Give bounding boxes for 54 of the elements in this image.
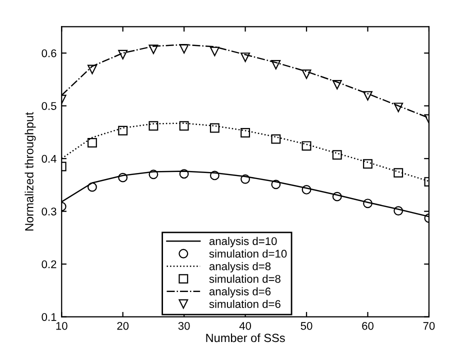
point <box>332 150 342 160</box>
point <box>148 121 158 131</box>
point <box>118 172 128 182</box>
legend-label: analysis d=6 <box>209 287 271 298</box>
point <box>88 138 97 148</box>
legend-label: analysis d=8 <box>209 262 271 272</box>
x-tick-label: 30 <box>178 322 190 330</box>
point <box>363 198 372 208</box>
point <box>240 128 250 138</box>
point <box>302 141 312 151</box>
point <box>210 170 220 180</box>
point <box>240 174 250 184</box>
y-tick-label: 0.4 <box>42 154 56 163</box>
point <box>332 80 342 90</box>
point <box>302 69 312 79</box>
point <box>88 64 97 74</box>
y-tick-label: 0.2 <box>42 260 56 268</box>
point <box>210 46 220 56</box>
x-axis-title: Number of SSs <box>206 333 285 342</box>
y-axis-title: Normalized throughput <box>24 112 36 231</box>
legend-label: simulation d=8 <box>209 274 280 283</box>
x-tick-label: 60 <box>362 322 374 330</box>
point <box>179 44 189 54</box>
point <box>179 169 189 179</box>
x-tick-label: 10 <box>56 322 68 330</box>
point <box>118 126 128 136</box>
point <box>210 123 220 133</box>
point <box>118 50 128 60</box>
x-tick-label: 20 <box>117 322 129 330</box>
point <box>271 180 281 190</box>
point <box>179 121 189 131</box>
x-tick-label: 50 <box>300 322 312 330</box>
y-tick-label: 0.3 <box>42 208 56 216</box>
point <box>148 170 158 180</box>
legend-label: simulation d=6 <box>209 300 280 308</box>
x-tick-label: 70 <box>423 322 435 330</box>
point <box>271 134 281 144</box>
point <box>363 159 372 169</box>
point <box>240 52 250 62</box>
point <box>302 184 312 194</box>
point <box>88 182 97 192</box>
y-tick-label: 0.5 <box>42 102 56 110</box>
point <box>332 192 342 202</box>
point <box>394 206 404 216</box>
y-tick-label: 0.6 <box>42 49 56 58</box>
x-tick-label: 40 <box>239 322 252 330</box>
point <box>394 102 404 112</box>
point <box>271 60 281 70</box>
point <box>148 44 158 54</box>
legend-label: analysis d=10 <box>209 236 277 248</box>
y-tick-label: 0.1 <box>42 313 56 321</box>
point <box>363 91 372 101</box>
legend-label: simulation d=10 <box>209 249 287 258</box>
point <box>394 168 404 178</box>
